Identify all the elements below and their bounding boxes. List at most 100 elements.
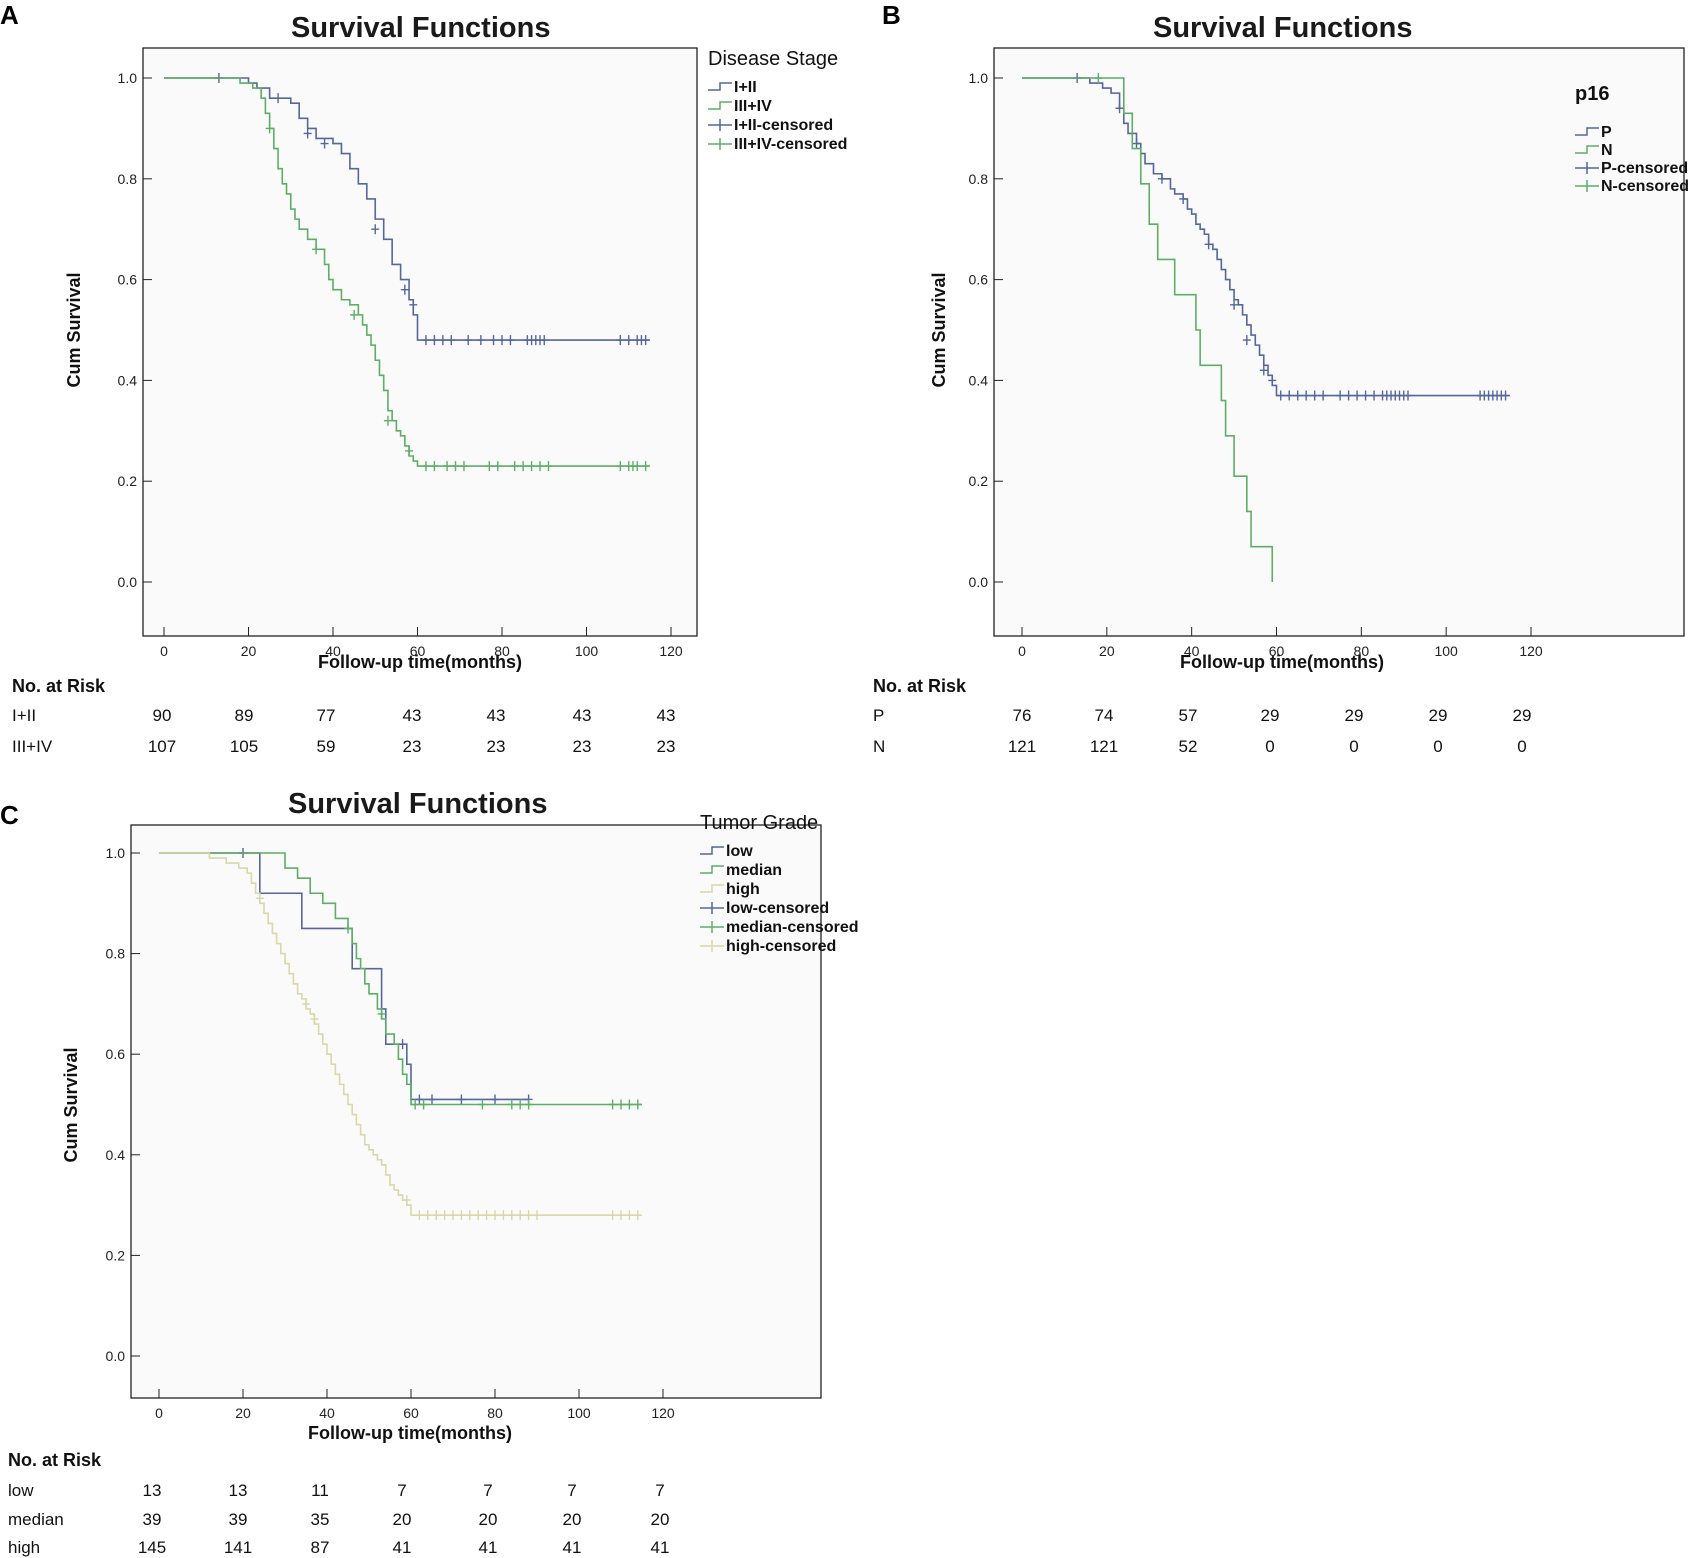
- legend-swatch-step: [700, 884, 724, 893]
- censor-mark: [507, 1099, 516, 1110]
- legend-entry: III+IV: [734, 98, 772, 115]
- censor-mark: [524, 1210, 533, 1221]
- series-line-n: [1022, 77, 1274, 582]
- risk-cell: 105: [229, 737, 259, 756]
- risk-cell: 20: [392, 1510, 412, 1529]
- censor-mark: [415, 1094, 424, 1105]
- y-tick-label: 0.8: [969, 171, 989, 187]
- risk-title-c: No. at Risk: [8, 1450, 102, 1470]
- censor-mark: [464, 335, 473, 346]
- censor-mark: [482, 1210, 491, 1221]
- x-tick-label: 80: [487, 1405, 503, 1421]
- risk-cell: 52: [1178, 737, 1198, 756]
- risk-cell: 76: [1012, 706, 1032, 725]
- risk-cell: 29: [1428, 706, 1448, 725]
- risk-cell: 145: [137, 1538, 167, 1557]
- risk-cell: 141: [223, 1538, 253, 1557]
- censor-mark: [451, 461, 460, 472]
- risk-title-b: No. at Risk: [873, 676, 967, 696]
- series-line-p: [1022, 77, 1510, 397]
- censor-mark: [608, 1210, 617, 1221]
- risk-row-label: median: [8, 1510, 64, 1529]
- survival-chart-c: 0.0 0.2 0.4 0.6 0.8 1.0 0 20 40 60 80 100 120 Cum Sur…: [61, 815, 858, 1443]
- legend-swatch-censored: [700, 902, 724, 914]
- censor-mark: [493, 461, 502, 472]
- risk-row-label: P: [873, 706, 885, 725]
- censor-mark: [491, 1094, 499, 1105]
- censor-mark: [516, 1210, 525, 1221]
- censor-mark: [633, 1099, 642, 1110]
- censor-mark: [491, 1210, 499, 1221]
- censor-mark: [1353, 390, 1362, 401]
- risk-cell: 0: [1349, 737, 1359, 756]
- censor-mark: [421, 461, 430, 472]
- survival-chart-b: 0.0 0.2 0.4 0.6 0.8 1.0 0 20 40 60 80 100 120 Cum Sur…: [929, 47, 1689, 672]
- censor-mark: [616, 335, 625, 346]
- risk-cell: 43: [572, 706, 592, 725]
- y-tick-label: 0.2: [969, 473, 989, 489]
- risk-cell: 59: [316, 737, 336, 756]
- risk-cell: 43: [402, 706, 422, 725]
- censor-mark: [1276, 390, 1285, 401]
- risk-cell: 29: [1344, 706, 1364, 725]
- risk-cell: 39: [228, 1510, 248, 1529]
- risk-cell: 7: [567, 1481, 577, 1500]
- y-tick-label: 0.0: [106, 1348, 126, 1364]
- y-axis-label: Cum Survival: [929, 272, 949, 387]
- risk-cell: 23: [402, 737, 422, 756]
- legend-title: Disease Stage: [708, 48, 838, 70]
- censor-mark: [312, 244, 321, 255]
- censor-mark: [536, 461, 545, 472]
- censor-mark: [428, 1094, 436, 1105]
- y-tick-label: 0.2: [118, 473, 138, 489]
- censor-mark: [1336, 390, 1345, 401]
- censor-mark: [510, 461, 519, 472]
- y-tick-label: 0.0: [118, 574, 138, 590]
- risk-cell: 87: [310, 1538, 330, 1557]
- risk-cell: 90: [152, 706, 172, 725]
- censor-mark: [527, 461, 536, 472]
- chart-title-b: Survival Functions: [1153, 12, 1413, 44]
- survival-chart-a: 0.0 0.2 0.4 0.6 0.8 1.0 0 20 40 60 80 100 120 Cum Sur…: [64, 47, 847, 672]
- y-tick-label: 0.0: [969, 574, 989, 590]
- legend-swatch-step: [1575, 127, 1599, 136]
- censor-mark: [440, 1210, 449, 1221]
- x-tick-label: 40: [325, 643, 341, 659]
- censor-mark: [371, 224, 380, 235]
- legend-entry: high: [726, 881, 760, 898]
- series-line-median: [159, 852, 642, 1106]
- x-axis-label: Follow-up time(months): [318, 652, 522, 672]
- censor-mark: [1132, 138, 1141, 149]
- legend-swatch-censored: [1575, 162, 1599, 174]
- censor-mark: [476, 335, 485, 346]
- censor-mark: [1319, 390, 1328, 401]
- censor-mark: [1302, 390, 1311, 401]
- y-tick-label: 0.6: [118, 272, 138, 288]
- censor-mark: [1094, 73, 1103, 83]
- chart-title-a: Survival Functions: [291, 12, 551, 44]
- censor-mark: [499, 1210, 508, 1221]
- censor-mark: [398, 1039, 407, 1050]
- censor-mark: [430, 335, 439, 346]
- censor-mark: [1157, 173, 1166, 184]
- censor-mark: [485, 461, 494, 472]
- censor-mark: [400, 284, 409, 295]
- censor-mark: [1242, 335, 1251, 346]
- risk-row-label: N: [873, 737, 886, 756]
- censor-mark: [415, 1210, 424, 1221]
- censor-mark: [633, 1210, 642, 1221]
- risk-cell: 20: [562, 1510, 582, 1529]
- censor-mark: [419, 1099, 428, 1110]
- risk-cell: 29: [1260, 706, 1280, 725]
- censor-mark: [465, 1210, 474, 1221]
- censor-mark: [430, 461, 439, 472]
- censor-mark: [1285, 390, 1294, 401]
- censor-mark: [1370, 390, 1379, 401]
- risk-cell: 57: [1178, 706, 1198, 725]
- censor-mark: [1259, 365, 1268, 376]
- risk-cell: 121: [1089, 737, 1119, 756]
- x-tick-label: 100: [567, 1405, 591, 1421]
- censor-mark: [616, 461, 625, 472]
- risk-cell: 41: [392, 1538, 412, 1557]
- censor-mark: [1293, 390, 1302, 401]
